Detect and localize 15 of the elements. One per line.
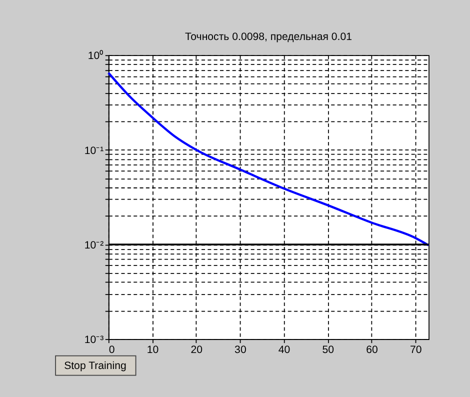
x-tick-label: 30 bbox=[234, 344, 246, 356]
y-tick-label: 10⁻³ bbox=[84, 334, 104, 346]
y-tick-label: 10⁰ bbox=[88, 49, 104, 62]
x-tick-label: 20 bbox=[190, 344, 203, 356]
x-tick-label: 50 bbox=[322, 344, 334, 356]
x-tick-label: 70 bbox=[410, 344, 422, 356]
x-tick-label: 40 bbox=[278, 344, 290, 356]
x-tick-label: 10 bbox=[146, 344, 159, 356]
x-tick-label: 60 bbox=[366, 344, 378, 356]
x-tick-label: 0 bbox=[108, 344, 115, 356]
chart-title: Точность 0.0098, предельная 0.01 bbox=[185, 31, 352, 44]
y-tick-label: 10⁻² bbox=[84, 239, 104, 252]
line-series bbox=[107, 72, 430, 246]
text: Stop Training bbox=[64, 360, 127, 372]
y-tick-label: 10⁻¹ bbox=[84, 144, 104, 157]
